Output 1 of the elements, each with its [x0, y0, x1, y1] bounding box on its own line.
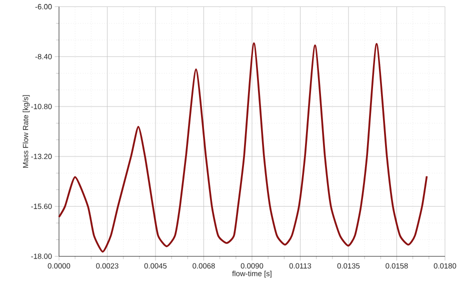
line-series — [58, 42, 428, 253]
